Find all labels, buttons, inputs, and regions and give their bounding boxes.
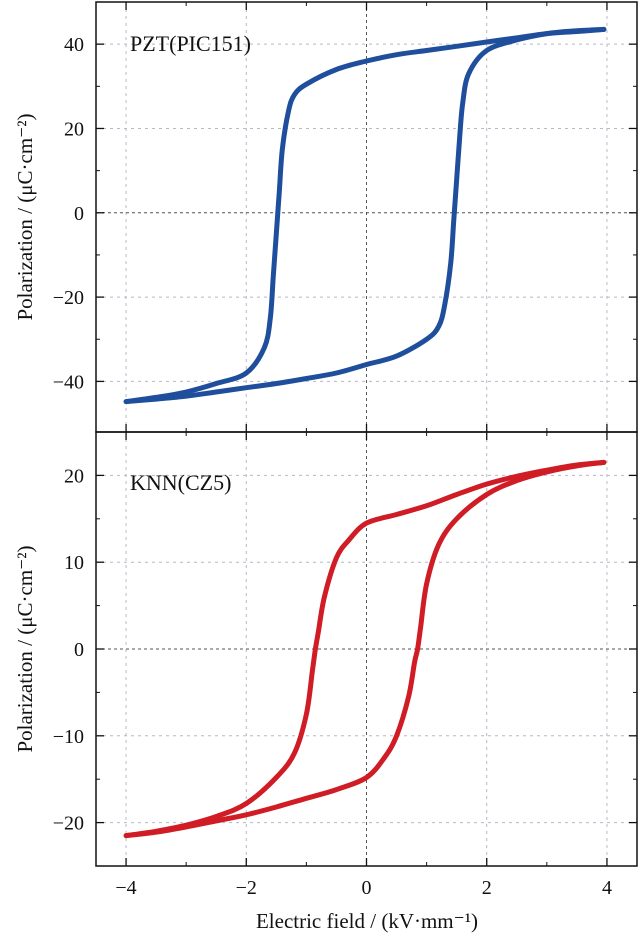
x-ticks: −4 −2 0 2 4 [115, 877, 612, 899]
y-ticks-bottom: −20 −10 0 10 20 [53, 432, 637, 866]
x-tick-label: −2 [236, 877, 257, 899]
panel-top: −40 −20 0 20 40 PZT(PIC151) Polarization / (… [13, 1, 638, 433]
hysteresis-loop-pzt [123, 26, 607, 405]
y-axis-title-bottom: Polarization / (μC·cm⁻²) [13, 545, 37, 752]
y-tick-label: 10 [64, 552, 84, 574]
x-axis-title: Electric field / (kV·mm⁻¹) [256, 909, 478, 933]
y-tick-label: 0 [74, 639, 84, 661]
grid-bottom [96, 432, 637, 866]
panel-label-top: PZT(PIC151) [130, 31, 251, 56]
hysteresis-loop-knn [123, 459, 607, 839]
x-tick-label: −4 [115, 877, 136, 899]
y-tick-label: 20 [64, 465, 84, 487]
x-tick-label: 2 [482, 877, 492, 899]
y-ticks-top: −40 −20 0 20 40 [53, 2, 637, 432]
y-tick-label: −20 [53, 287, 84, 309]
series-line-descending [123, 26, 607, 405]
y-tick-label: 0 [74, 203, 84, 225]
series-line-ascending [123, 26, 607, 405]
y-tick-label: 20 [64, 118, 84, 140]
grid-top [96, 2, 637, 432]
plot-frame-top [95, 1, 638, 433]
y-tick-label: −10 [53, 726, 84, 748]
y-tick-label: −40 [53, 371, 84, 393]
y-axis-title-top: Polarization / (μC·cm⁻²) [13, 113, 37, 320]
series-line-descending [123, 459, 607, 839]
x-tick-label: 0 [362, 877, 372, 899]
series-line-ascending [123, 459, 607, 839]
panel-label-bottom: KNN(CZ5) [130, 470, 231, 495]
y-tick-label: 40 [64, 34, 84, 56]
y-tick-label: −20 [53, 813, 84, 835]
x-tick-label: 4 [602, 877, 612, 899]
